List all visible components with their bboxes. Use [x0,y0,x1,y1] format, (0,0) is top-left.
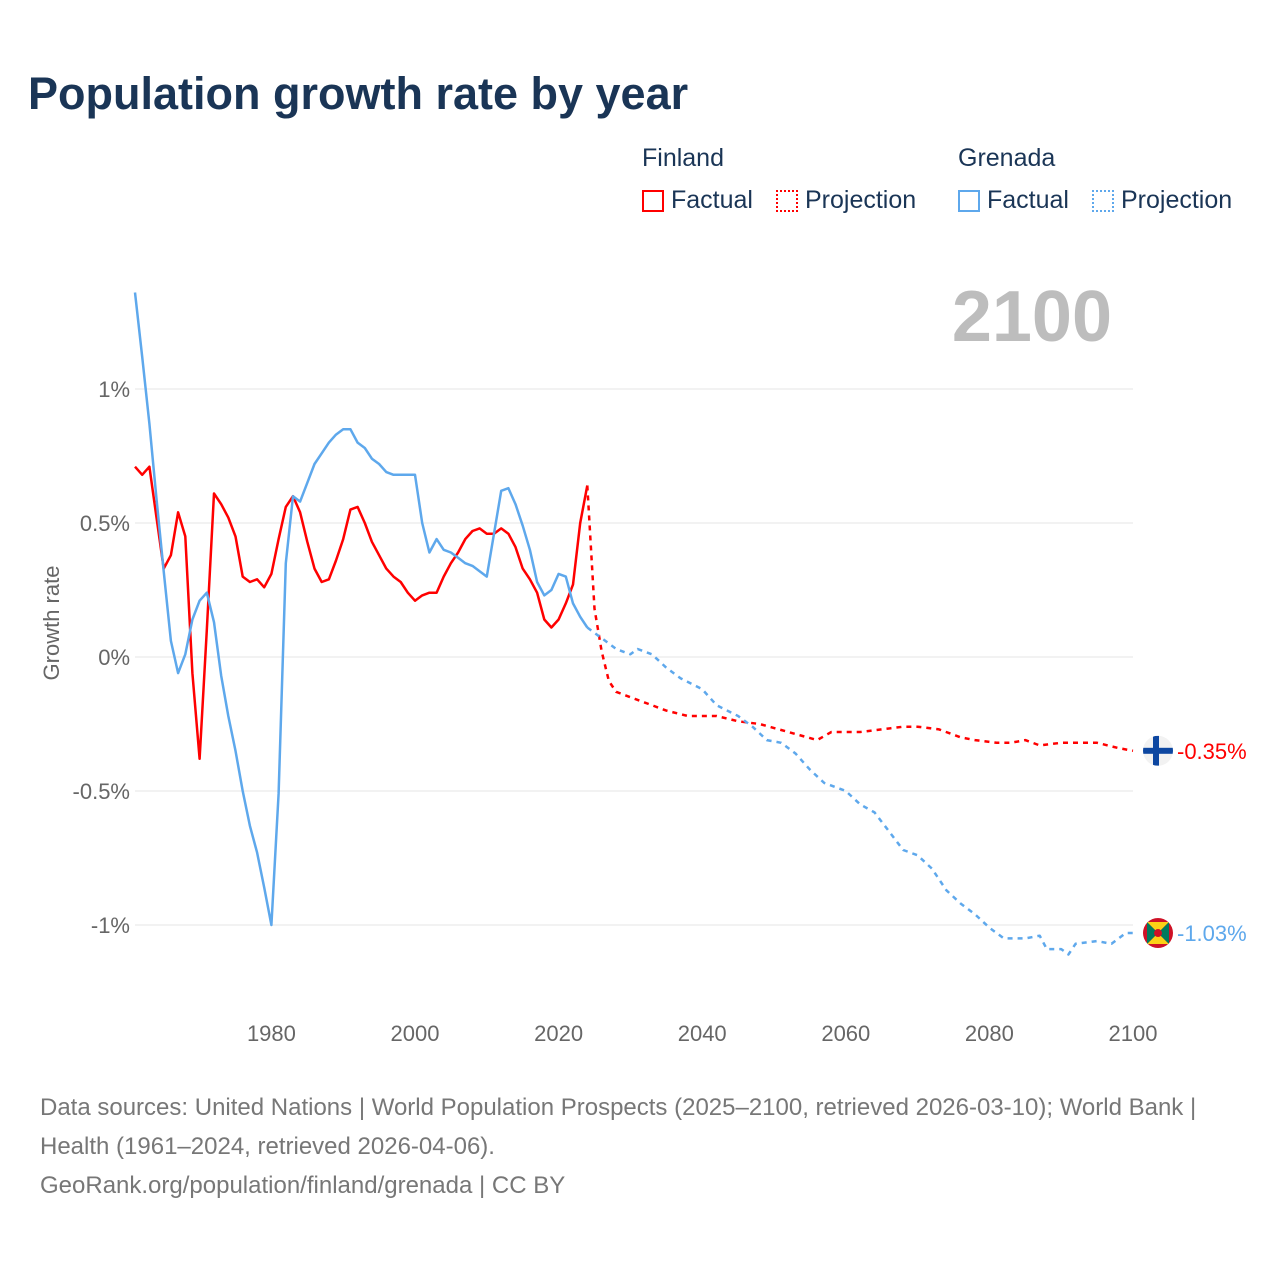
x-tick-label: 2080 [965,1021,1014,1046]
flag-cross-v [1153,735,1159,766]
grenada-flag-icon [1143,918,1173,949]
data-sources: Data sources: United Nations | World Pop… [40,1094,1197,1160]
flag [1143,735,1173,766]
current-year-indicator: 2100 [951,277,1112,357]
legend-swatch-solid-red [642,189,664,212]
flag-left [1147,922,1158,945]
chart-title: Population growth rate by year [28,68,689,119]
y-tick-label: 1% [98,377,130,402]
legend-grenada-projection[interactable]: Projection [1092,186,1232,215]
x-tick-label: 2000 [391,1021,440,1046]
x-tick-label: 1980 [247,1021,296,1046]
series-line-finland-projection [586,485,1134,753]
flag [1143,918,1173,949]
legend-grenada-factual[interactable]: Factual [958,186,1069,215]
legend-finland-projection[interactable]: Projection [776,186,916,215]
x-tick-label: 2040 [678,1021,727,1046]
flag-center [1154,929,1162,938]
flag-bottom [1147,933,1169,945]
legend-group-grenada: Grenada [958,144,1056,172]
end-value-label: -1.03% [1177,921,1247,946]
footer: Data sources: United Nations | World Pop… [40,1088,1240,1205]
legend-label: Factual [671,186,753,214]
legend-group-finland: Finland [642,144,724,172]
legend-label: Projection [805,186,917,214]
x-tick-label: 2060 [821,1021,870,1046]
x-tick-label: 2100 [1109,1021,1158,1046]
x-tick-label: 2020 [534,1021,583,1046]
end-value-label: -0.35% [1177,739,1247,764]
legend-swatch-dotted-blue [1092,189,1114,212]
series-line-grenada-factual [133,292,589,927]
legend-swatch-dotted-red [776,189,798,212]
y-tick-label: 0% [98,645,130,670]
credit-link[interactable]: GeoRank.org/population/finland/grenada |… [40,1172,566,1199]
legend-swatch-solid-blue [958,189,980,212]
y-tick-label: 0.5% [80,511,130,536]
series-line-finland-factual [134,465,589,761]
legend-finland-factual[interactable]: Factual [642,186,753,215]
legend-label: Factual [987,186,1069,214]
series-line-grenada-projection [586,626,1133,956]
y-tick-label: -0.5% [73,779,130,804]
flag-top [1147,922,1169,934]
flag-right [1158,922,1169,945]
legend-label: Projection [1121,186,1233,214]
y-tick-label: -1% [91,913,130,938]
finland-flag-icon [1143,735,1173,766]
